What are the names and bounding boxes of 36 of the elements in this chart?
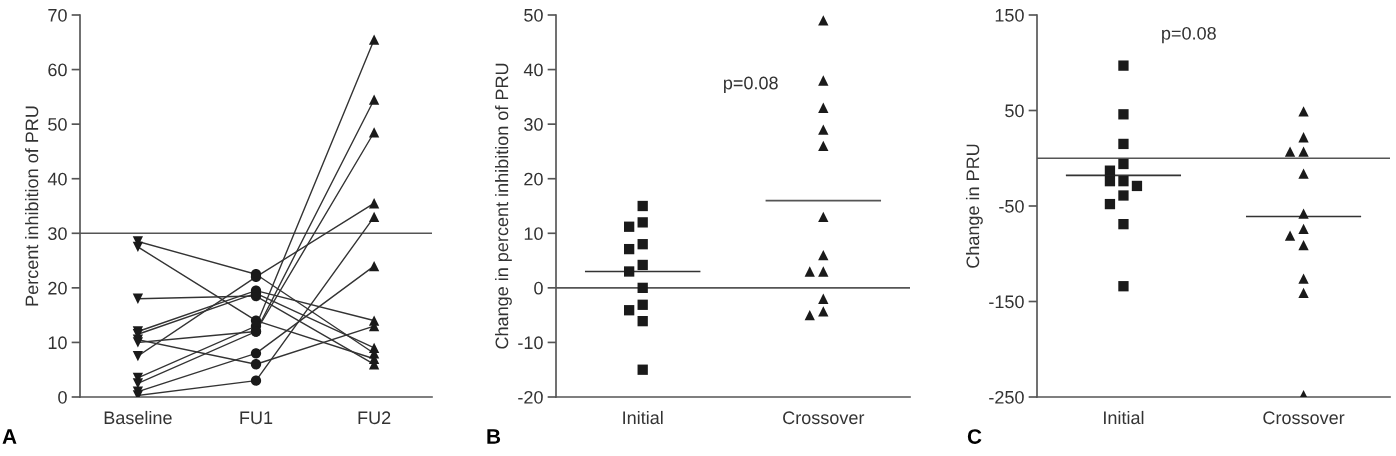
x-tick-label: Baseline <box>104 410 172 425</box>
y-tick-label: -250 <box>989 390 1024 404</box>
y-tick-label: 150 <box>995 8 1024 22</box>
annotation: p=0.08 <box>724 76 778 93</box>
x-tick-label: Initial <box>1104 410 1144 425</box>
y-tick-label: 50 <box>1005 104 1024 118</box>
text: C <box>967 429 982 444</box>
y-tick-label: -20 <box>518 390 543 404</box>
y-tick-label: 30 <box>48 227 67 241</box>
y-tick-label: 0 <box>58 390 67 404</box>
y-tick-label: -50 <box>999 199 1024 213</box>
y-tick-label: 10 <box>48 336 67 350</box>
y-tick-label: 20 <box>48 281 67 295</box>
text: A <box>2 429 17 444</box>
y-tick-label: 30 <box>524 118 543 131</box>
x-tick-label: Initial <box>623 410 663 425</box>
y-tick-label: 0 <box>534 281 543 295</box>
x-tick-label: FU2 <box>358 411 391 425</box>
annotation: p=0.08 <box>1162 26 1216 44</box>
x-tick-label: Crossover <box>783 411 865 425</box>
x-tick-label: Crossover <box>1263 411 1345 425</box>
text: B <box>487 429 501 444</box>
y-tick-label: 70 <box>48 8 67 22</box>
y-tick-label: 40 <box>523 63 543 77</box>
y-axis-title: Change in PRU <box>965 144 983 268</box>
y-tick-label: 10 <box>524 227 543 241</box>
y-tick-label: 60 <box>48 63 67 77</box>
y-axis-title: Percent inhibition of PRU <box>25 106 39 306</box>
y-tick-label: -150 <box>989 295 1024 309</box>
y-tick-label: 50 <box>524 8 543 22</box>
y-tick-label: 50 <box>48 118 67 131</box>
y-axis-title: Change in percent inhibition of PRU <box>495 63 512 349</box>
y-tick-label: -10 <box>518 336 543 350</box>
x-tick-label: FU1 <box>240 411 273 425</box>
y-tick-label: 40 <box>47 172 67 186</box>
y-tick-label: 20 <box>524 172 543 186</box>
